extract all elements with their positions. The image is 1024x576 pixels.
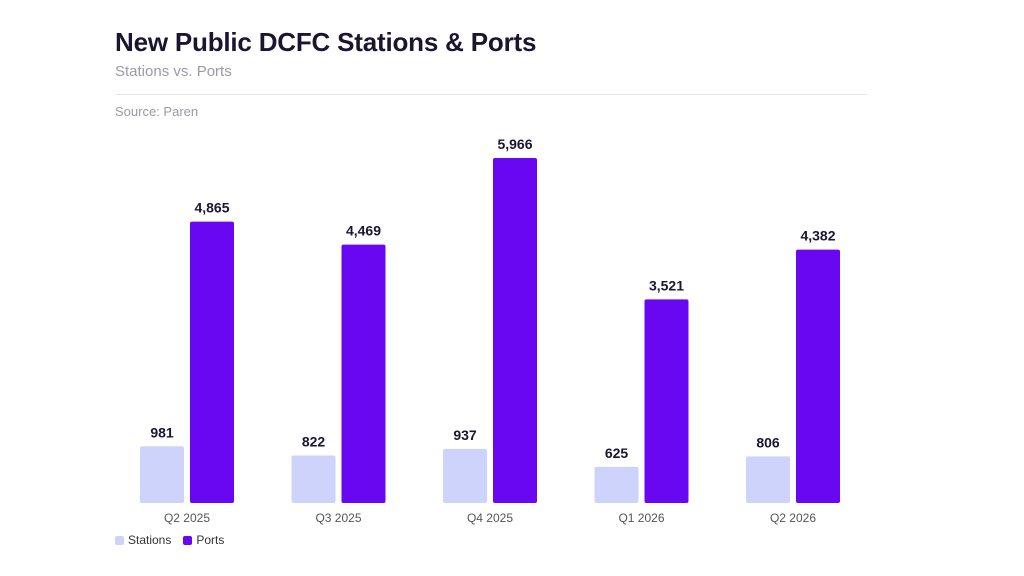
data-label-ports-2: 5,966 <box>497 136 532 152</box>
chart-legend: Stations Ports <box>115 533 236 547</box>
x-tick-label-2: Q4 2025 <box>467 511 513 525</box>
data-label-stations-2: 937 <box>453 427 477 443</box>
x-tick-label-0: Q2 2025 <box>164 511 210 525</box>
bar-ports-0[interactable] <box>190 221 234 504</box>
data-label-ports-3: 3,521 <box>649 277 684 293</box>
legend-item-ports[interactable]: Ports <box>183 533 224 547</box>
bar-ports-1[interactable] <box>341 244 386 503</box>
bar-ports-4[interactable] <box>796 249 840 503</box>
data-label-ports-0: 4,865 <box>194 200 229 216</box>
chart-subtitle: Stations vs. Ports <box>115 63 232 80</box>
x-tick-label-4: Q2 2026 <box>770 511 816 525</box>
header-divider <box>115 94 867 95</box>
bar-stations-4[interactable] <box>746 456 790 503</box>
bar-stations-2[interactable] <box>443 448 487 503</box>
data-label-stations-4: 806 <box>756 434 780 450</box>
data-label-stations-3: 625 <box>605 445 629 461</box>
legend-label-stations: Stations <box>128 533 172 547</box>
chart-title: New Public DCFC Stations & Ports <box>115 27 537 57</box>
data-label-ports-1: 4,469 <box>346 223 381 239</box>
legend-label-ports: Ports <box>196 533 225 547</box>
bar-stations-3[interactable] <box>594 466 639 503</box>
x-tick-label-1: Q3 2025 <box>315 511 361 525</box>
bar-ports-2[interactable] <box>493 158 537 503</box>
legend-swatch-stations <box>115 535 124 545</box>
data-label-ports-4: 4,382 <box>800 228 835 244</box>
data-label-stations-1: 822 <box>302 433 326 449</box>
bar-stations-0[interactable] <box>140 446 184 503</box>
legend-item-stations[interactable]: Stations <box>115 533 171 547</box>
chart-source: Source: Paren <box>115 104 199 119</box>
x-tick-label-3: Q1 2026 <box>618 511 664 525</box>
bar-ports-3[interactable] <box>644 299 689 503</box>
legend-swatch-ports <box>183 535 193 545</box>
data-label-stations-0: 981 <box>150 424 174 440</box>
bar-stations-1[interactable] <box>291 455 336 503</box>
